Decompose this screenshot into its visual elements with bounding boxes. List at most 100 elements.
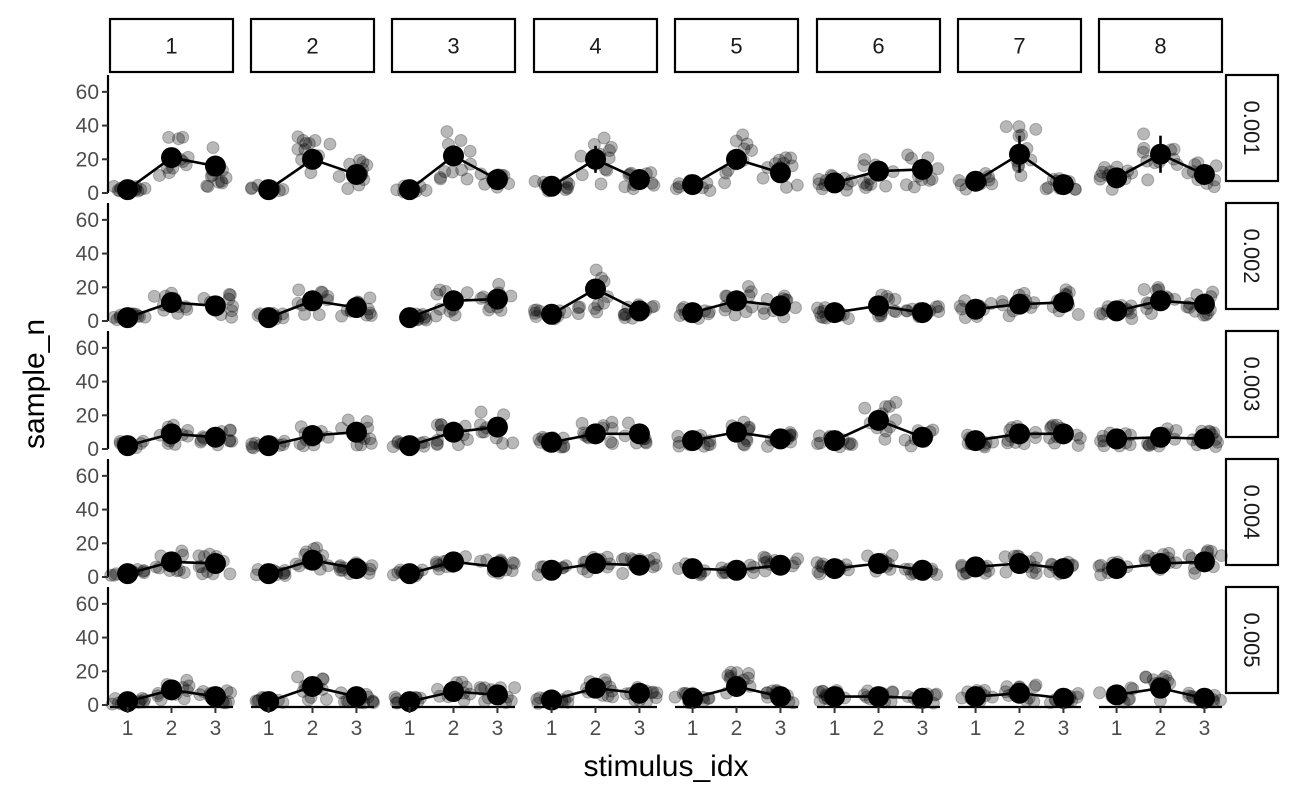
column-strip-label: 3 bbox=[447, 34, 459, 59]
observation-point bbox=[1025, 565, 1039, 579]
observation-point bbox=[176, 130, 190, 144]
observation-point bbox=[784, 151, 798, 165]
mean-point bbox=[628, 300, 650, 322]
mean-point bbox=[258, 179, 280, 201]
facet-panel bbox=[388, 675, 522, 713]
mean-point bbox=[911, 158, 933, 180]
row-strip: 0.003 bbox=[1224, 329, 1280, 439]
mean-point bbox=[1193, 428, 1215, 450]
x-axes: 1 2 3 1 2 3 1 2 3 1 2 3 1 2 3 1 2 3 1 2 3 1 2 3 bbox=[110, 705, 1222, 740]
mean-point bbox=[1193, 687, 1215, 709]
x-tick-label: 2 bbox=[307, 717, 319, 740]
strip-box bbox=[1224, 457, 1280, 567]
strip-box bbox=[1224, 585, 1280, 695]
mean-point bbox=[204, 553, 226, 575]
row-strip: 0.004 bbox=[1224, 457, 1280, 567]
observation-point bbox=[530, 692, 544, 706]
observation-point bbox=[985, 177, 999, 191]
facet-panel bbox=[249, 670, 381, 713]
observation-point bbox=[225, 310, 239, 324]
x-tick-label: 2 bbox=[731, 717, 743, 740]
y-tick-label: 0 bbox=[87, 310, 99, 333]
observation-point bbox=[433, 171, 447, 185]
strip-box bbox=[1224, 73, 1280, 183]
observation-point bbox=[1137, 127, 1151, 141]
observation-point bbox=[1029, 551, 1043, 565]
mean-point bbox=[117, 307, 139, 329]
x-tick-label: 2 bbox=[166, 717, 178, 740]
mean-point bbox=[824, 302, 846, 324]
column-strip: 8 bbox=[1097, 17, 1224, 74]
mean-point bbox=[1009, 143, 1030, 165]
observation-point bbox=[162, 130, 176, 144]
observation-point bbox=[811, 437, 825, 451]
mean-point bbox=[1106, 558, 1128, 580]
mean-point bbox=[117, 179, 139, 201]
column-strip-label: 7 bbox=[1013, 34, 1025, 59]
mean-point bbox=[1052, 291, 1074, 313]
observation-point bbox=[212, 175, 226, 189]
observation-point bbox=[223, 423, 237, 437]
mean-point bbox=[769, 295, 791, 317]
facet-panel bbox=[386, 405, 520, 457]
observation-point bbox=[434, 172, 448, 186]
column-strip: 2 bbox=[249, 17, 376, 74]
observation-point bbox=[995, 294, 1009, 308]
mean-point bbox=[1150, 553, 1171, 575]
observation-point bbox=[864, 177, 878, 191]
observation-point bbox=[226, 299, 240, 313]
observation-point bbox=[588, 301, 602, 315]
observation-point bbox=[429, 309, 443, 323]
mean-point bbox=[345, 421, 367, 443]
observation-point bbox=[597, 296, 611, 310]
y-tick-label: 60 bbox=[76, 81, 99, 104]
observation-point bbox=[508, 681, 522, 695]
observation-point bbox=[496, 436, 510, 450]
mean-point bbox=[1106, 300, 1128, 322]
y-tick-label: 20 bbox=[76, 660, 99, 683]
observation-point bbox=[196, 567, 210, 581]
facet-panel bbox=[669, 128, 804, 197]
x-axis: 1 2 3 bbox=[1099, 705, 1222, 740]
mean-point bbox=[1052, 558, 1074, 580]
mean-point bbox=[769, 162, 791, 184]
observation-point bbox=[308, 133, 322, 147]
observation-point bbox=[201, 180, 215, 194]
observation-point bbox=[291, 670, 305, 684]
mean-point bbox=[726, 675, 747, 697]
mean-point bbox=[399, 307, 421, 329]
mean-point bbox=[345, 297, 367, 319]
observation-point bbox=[878, 432, 892, 446]
mean-point bbox=[161, 147, 182, 169]
observation-point bbox=[528, 174, 542, 188]
mean-point bbox=[541, 559, 563, 581]
mean-point bbox=[682, 558, 704, 580]
observation-point bbox=[889, 395, 903, 409]
y-axis-title: sample_n bbox=[18, 319, 51, 449]
observation-point bbox=[222, 287, 236, 301]
mean-point bbox=[965, 556, 987, 578]
observation-point bbox=[1039, 182, 1053, 196]
mean-point bbox=[161, 679, 182, 701]
mean-point bbox=[258, 307, 280, 329]
observation-point bbox=[455, 163, 469, 177]
observation-point bbox=[1094, 568, 1108, 582]
column-strip-label: 2 bbox=[306, 34, 318, 59]
observation-point bbox=[1137, 283, 1151, 297]
facet-panel bbox=[961, 418, 1087, 454]
observation-point bbox=[1137, 141, 1151, 155]
observation-point bbox=[1071, 308, 1085, 322]
observation-point bbox=[859, 181, 873, 195]
observation-point bbox=[360, 414, 374, 428]
strip-box bbox=[1097, 17, 1224, 74]
y-tick-label: 60 bbox=[76, 465, 99, 488]
observation-point bbox=[506, 436, 520, 450]
x-tick-label: 1 bbox=[122, 717, 134, 740]
observation-point bbox=[618, 180, 632, 194]
mean-point bbox=[541, 689, 563, 711]
observation-point bbox=[931, 162, 945, 176]
observation-point bbox=[200, 179, 214, 193]
facet-panel bbox=[528, 131, 661, 198]
observation-point bbox=[175, 544, 189, 558]
observation-point bbox=[474, 405, 488, 419]
